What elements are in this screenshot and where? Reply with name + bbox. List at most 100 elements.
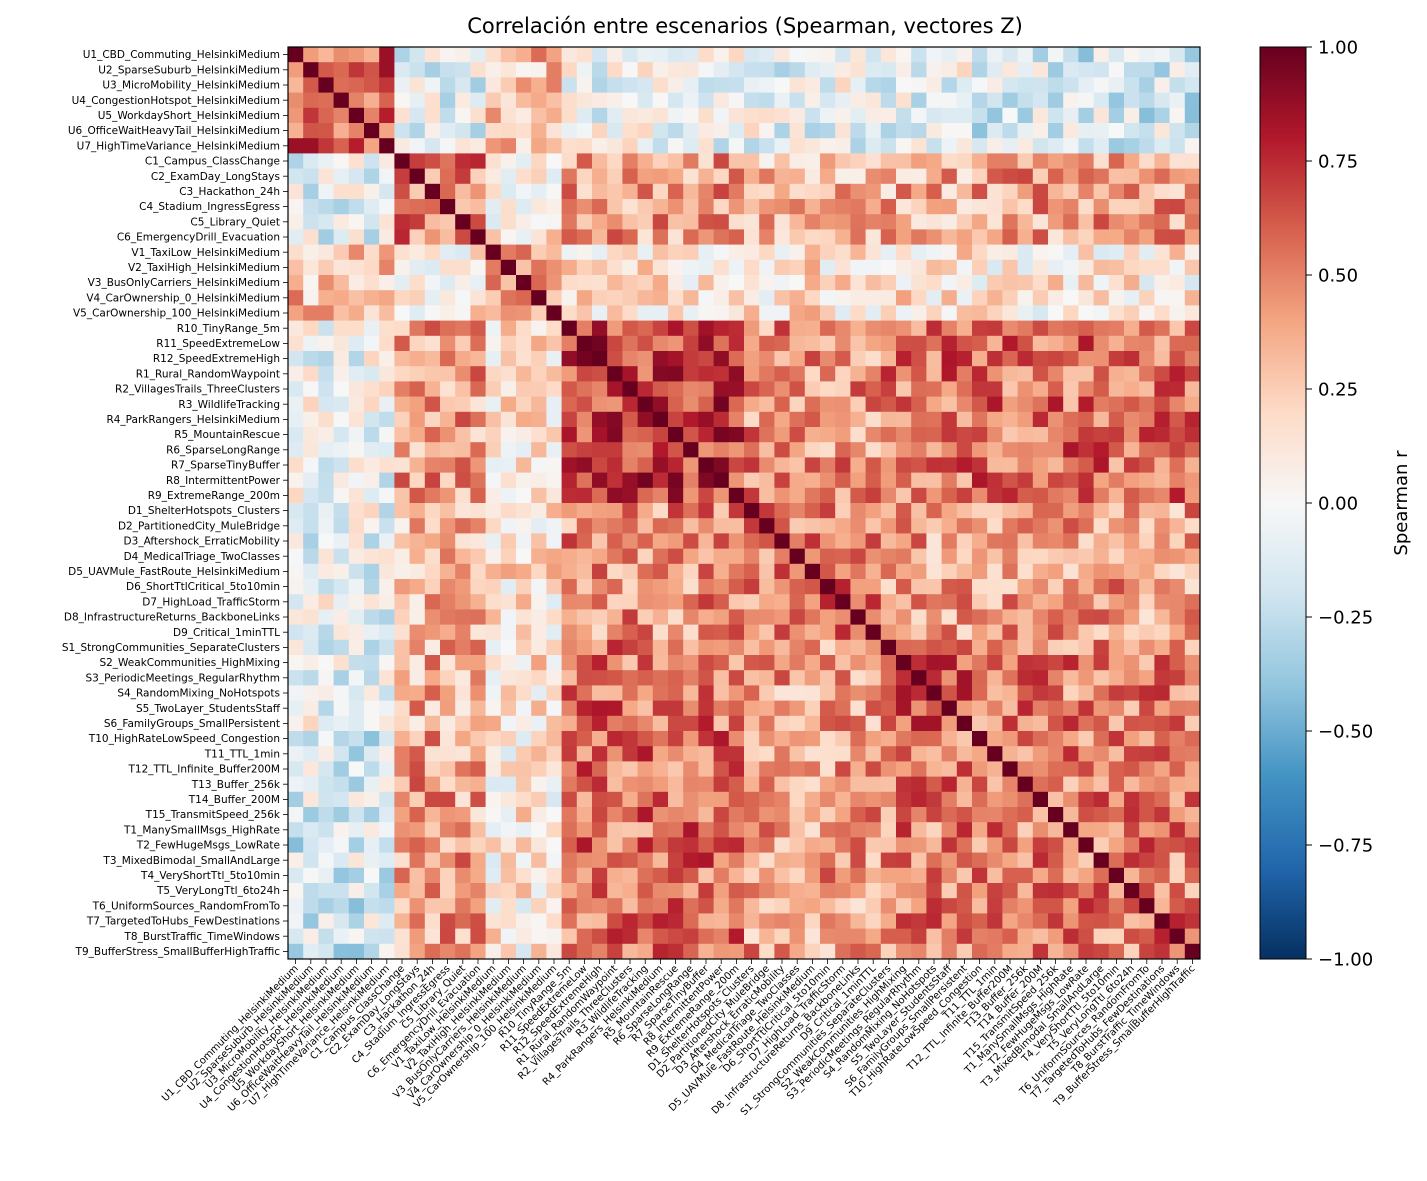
heatmap-cell <box>516 92 532 109</box>
heatmap-cell <box>1169 639 1186 656</box>
heatmap-cell <box>972 822 988 838</box>
heatmap-cell <box>789 670 806 686</box>
heatmap-cell <box>288 366 304 382</box>
heatmap-cell <box>698 183 714 200</box>
heatmap-cell <box>607 503 623 519</box>
heatmap-cell <box>394 487 410 504</box>
heatmap-cell <box>516 822 532 838</box>
heatmap-cell <box>956 548 973 565</box>
heatmap-cell <box>1017 62 1034 78</box>
heatmap-cell <box>318 320 334 337</box>
heatmap-cell <box>485 548 502 565</box>
heatmap-cell <box>728 183 745 200</box>
heatmap-cell <box>1184 305 1201 321</box>
heatmap-cell <box>652 533 669 549</box>
heatmap-cell <box>637 77 654 93</box>
heatmap-cell <box>972 837 988 853</box>
heatmap-cell <box>607 791 623 808</box>
heatmap-cell <box>1002 548 1018 565</box>
heatmap-cell <box>1017 776 1034 793</box>
heatmap-cell <box>850 457 866 473</box>
heatmap-cell <box>956 107 973 124</box>
heatmap-cell <box>1032 487 1049 504</box>
heatmap-cell <box>531 138 547 154</box>
heatmap-cell <box>804 123 821 139</box>
heatmap-cell <box>1108 883 1125 899</box>
heatmap-cell <box>728 123 745 139</box>
heatmap-cell <box>379 533 395 549</box>
heatmap-cell <box>1048 77 1064 93</box>
heatmap-cell <box>713 290 730 306</box>
heatmap-cell <box>1139 214 1155 230</box>
heatmap-cell <box>546 214 562 230</box>
heatmap-cell <box>394 898 410 914</box>
heatmap-cell <box>1093 305 1110 321</box>
heatmap-cell <box>607 655 623 671</box>
heatmap-cell <box>1139 898 1155 914</box>
heatmap-cell <box>1169 305 1186 321</box>
heatmap-cell <box>531 427 547 443</box>
heatmap-cell <box>516 351 532 367</box>
heatmap-cell <box>850 47 866 63</box>
heatmap-cell <box>1169 259 1186 276</box>
heatmap-cell <box>288 259 304 276</box>
heatmap-cell <box>698 563 714 580</box>
heatmap-cell <box>485 594 502 610</box>
heatmap-cell <box>592 259 608 276</box>
heatmap-cell <box>440 427 456 443</box>
heatmap-cell <box>1032 107 1049 124</box>
heatmap-cell <box>1154 776 1170 793</box>
heatmap-cell <box>576 351 593 367</box>
heatmap-cell <box>896 335 912 352</box>
heatmap-cell <box>804 381 821 397</box>
heatmap-cell <box>364 533 380 549</box>
heatmap-cell <box>622 168 638 185</box>
heatmap-cell <box>379 229 395 245</box>
heatmap-cell <box>911 609 927 625</box>
heatmap-cell <box>683 396 699 413</box>
heatmap-cell <box>759 791 775 808</box>
heatmap-cell <box>774 320 790 337</box>
heatmap-cell <box>652 427 669 443</box>
heatmap-cell <box>1032 153 1049 169</box>
heatmap-cell <box>592 928 608 945</box>
heatmap-cell <box>668 928 684 945</box>
heatmap-cell <box>1154 503 1170 519</box>
heatmap-cell <box>1108 92 1125 109</box>
heatmap-cell <box>333 776 350 793</box>
heatmap-cell <box>880 107 897 124</box>
heatmap-cell <box>394 320 410 337</box>
heatmap-cell <box>516 791 532 808</box>
heatmap-cell <box>470 183 486 200</box>
heatmap-cell <box>911 533 927 549</box>
heatmap-cell <box>561 366 578 382</box>
heatmap-cell <box>1032 92 1049 109</box>
heatmap-cell <box>1139 275 1155 291</box>
heatmap-cell <box>744 837 760 853</box>
heatmap-cell <box>1184 351 1201 367</box>
heatmap-cell <box>880 214 897 230</box>
heatmap-cell <box>1184 594 1201 610</box>
heatmap-cell <box>531 168 547 185</box>
heatmap-cell <box>516 427 532 443</box>
heatmap-cell <box>941 518 958 534</box>
heatmap-cell <box>1017 351 1034 367</box>
heatmap-cell <box>896 822 912 838</box>
heatmap-cell <box>835 746 851 762</box>
heatmap-cell <box>288 138 304 154</box>
heatmap-cell <box>652 214 669 230</box>
heatmap-cell <box>865 396 882 413</box>
heatmap-cell <box>1108 594 1125 610</box>
heatmap-cell <box>622 700 638 717</box>
heatmap-cell <box>364 594 380 610</box>
heatmap-cell <box>865 92 882 109</box>
heatmap-cell <box>926 913 942 929</box>
heatmap-cell <box>941 351 958 367</box>
heatmap-cell <box>774 670 790 686</box>
heatmap-cell <box>394 153 410 169</box>
heatmap-cell <box>759 107 775 124</box>
heatmap-cell <box>744 563 760 580</box>
heatmap-cell <box>485 472 502 489</box>
heatmap-cell <box>820 776 836 793</box>
heatmap-cell <box>1078 746 1094 762</box>
